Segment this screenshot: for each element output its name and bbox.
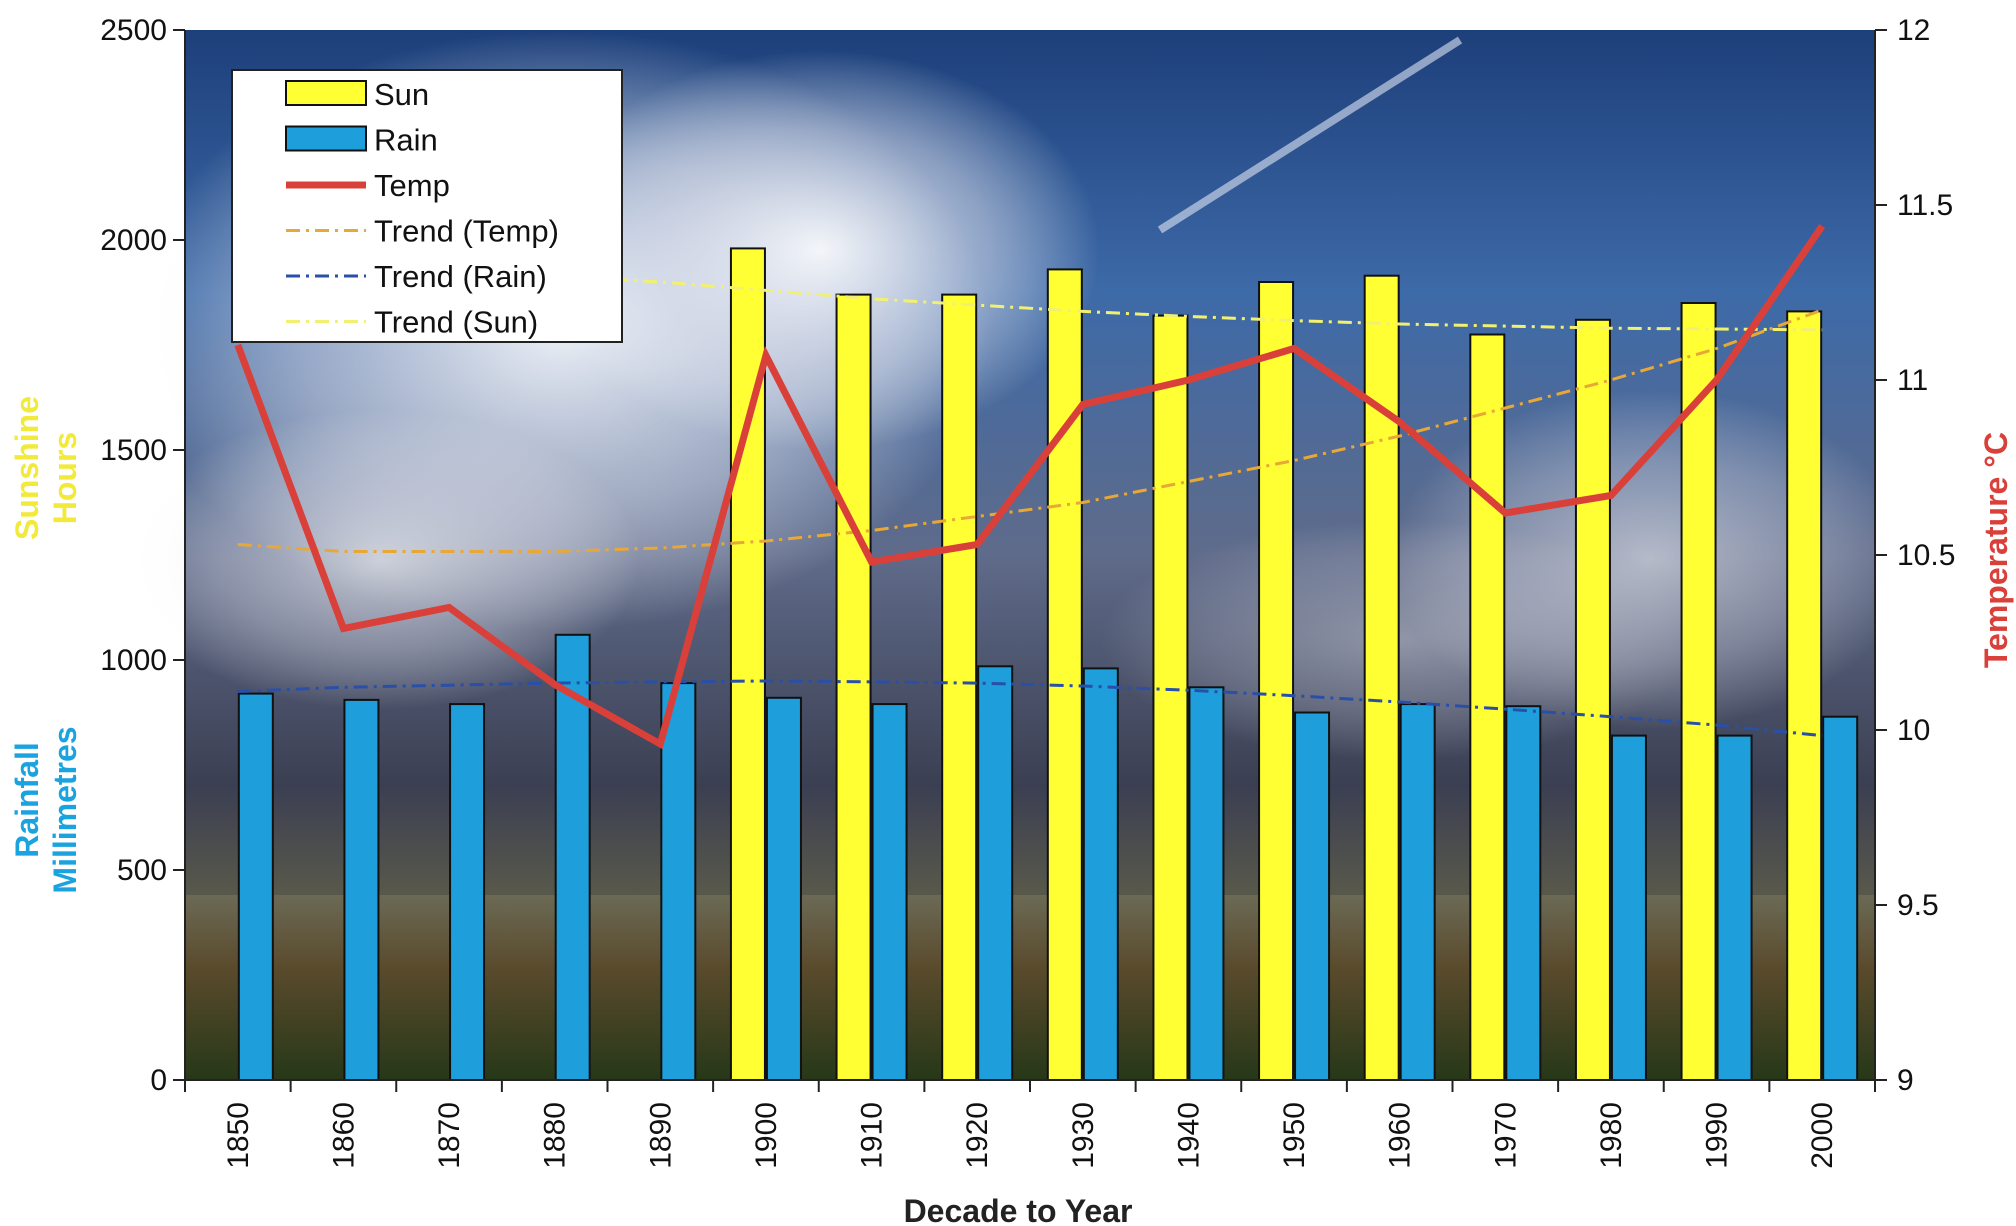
x-tick-label-1860: 1860 xyxy=(327,1102,360,1169)
x-tick-label-1870: 1870 xyxy=(433,1102,466,1169)
x-tick-label-1930: 1930 xyxy=(1067,1102,1100,1169)
right-tick-label: 10 xyxy=(1897,714,1930,747)
x-tick-label-1980: 1980 xyxy=(1595,1102,1628,1169)
rain-bar-1910 xyxy=(871,703,908,1081)
right-tick-label: 11 xyxy=(1897,364,1928,397)
legend-label: Trend (Sun) xyxy=(374,305,538,340)
rain-bar-1990 xyxy=(1716,734,1753,1081)
y1-axis-title-rainfall: Rainfall Millimetres xyxy=(9,726,83,893)
legend-item-temp: Temp xyxy=(286,168,450,203)
left-tick-label: 1500 xyxy=(100,434,167,467)
sun-bar-1930 xyxy=(1046,268,1083,1081)
y2-axis-title: Temperature °C xyxy=(1978,432,2014,668)
rain-bar-1920 xyxy=(977,665,1014,1081)
right-tick-label: 9.5 xyxy=(1897,889,1939,922)
right-tick-label: 10.5 xyxy=(1897,539,1955,572)
left-tick-label: 2500 xyxy=(100,14,167,47)
legend-label: Trend (Rain) xyxy=(374,259,547,294)
right-tick-label: 11.5 xyxy=(1897,189,1953,222)
y1-axis-title-rainfall-line2: Millimetres xyxy=(47,726,83,893)
sun-bar-1960 xyxy=(1363,274,1400,1081)
x-tick-label-1920: 1920 xyxy=(961,1102,994,1169)
rain-bar-1940 xyxy=(1188,686,1225,1081)
legend-swatch xyxy=(285,125,367,152)
right-tick-label: 9 xyxy=(1897,1064,1914,1097)
rain-bar-1970 xyxy=(1505,705,1542,1081)
sun-bar-2000 xyxy=(1786,310,1823,1081)
x-tick-label-1910: 1910 xyxy=(856,1102,889,1169)
x-tick-label-1940: 1940 xyxy=(1172,1102,1205,1169)
x-tick-label-1960: 1960 xyxy=(1384,1102,1417,1169)
y1-axis-title-sunshine: Sunshine Hours xyxy=(9,396,83,540)
legend-label: Temp xyxy=(374,168,450,203)
rain-bar-1870 xyxy=(449,703,486,1081)
x-tick-label-1900: 1900 xyxy=(750,1102,783,1169)
x-tick-label-1990: 1990 xyxy=(1701,1102,1734,1169)
trend-line-trend-rain xyxy=(237,679,1823,738)
left-tick-label: 500 xyxy=(117,854,167,887)
x-tick-label-1890: 1890 xyxy=(644,1102,677,1169)
sun-bar-1950 xyxy=(1258,281,1295,1081)
left-tick-label: 2000 xyxy=(100,224,167,257)
rain-bar-1850 xyxy=(237,692,274,1081)
sun-bar-1910 xyxy=(835,293,872,1082)
x-tick-label-2000: 2000 xyxy=(1806,1102,1839,1169)
sun-bar-1940 xyxy=(1152,314,1189,1082)
y1-axis-title-sunshine-line2: Hours xyxy=(47,432,83,524)
rain-bar-1950 xyxy=(1294,711,1331,1081)
legend-item-trend-temp: Trend (Temp) xyxy=(286,214,559,249)
legend-swatch xyxy=(285,80,367,106)
trend-line-trend-temp xyxy=(237,308,1823,553)
rain-bar-1860 xyxy=(343,698,380,1082)
y1-axis-title-sunshine-line1: Sunshine xyxy=(9,396,45,540)
rain-bar-1930 xyxy=(1082,667,1119,1082)
rain-bar-1890 xyxy=(660,682,697,1081)
x-tick-label-1970: 1970 xyxy=(1489,1102,1522,1169)
legend-item-trend-rain: Trend (Rain) xyxy=(286,259,547,294)
x-tick-label-1850: 1850 xyxy=(222,1102,255,1169)
legend-label: Rain xyxy=(374,123,438,158)
sun-bar-1990 xyxy=(1680,302,1717,1081)
sun-bar-1980 xyxy=(1574,318,1611,1081)
x-tick-label-1950: 1950 xyxy=(1278,1102,1311,1169)
y1-axis-title-rainfall-line1: Rainfall xyxy=(9,742,45,858)
x-axis-title: Decade to Year xyxy=(904,1193,1133,1226)
legend-label: Trend (Temp) xyxy=(374,214,559,249)
left-tick-label: 1000 xyxy=(100,644,167,677)
left-tick-label: 0 xyxy=(150,1064,167,1097)
right-tick-label: 12 xyxy=(1897,14,1930,47)
rain-bar-1960 xyxy=(1399,703,1436,1081)
rain-bar-2000 xyxy=(1822,715,1859,1081)
temp-line xyxy=(234,224,1826,750)
sun-bar-1920 xyxy=(941,293,978,1082)
legend-box xyxy=(231,69,623,343)
rain-bar-1980 xyxy=(1610,734,1647,1081)
rain-bar-1880 xyxy=(554,633,591,1081)
rain-bar-1900 xyxy=(765,696,802,1081)
legend-item-rain: Rain xyxy=(285,123,438,158)
x-tick-label-1880: 1880 xyxy=(539,1102,572,1169)
legend-label: Sun xyxy=(374,77,429,112)
legend-item-trend-sun: Trend (Sun) xyxy=(286,305,538,340)
legend-item-sun: Sun xyxy=(285,77,429,112)
